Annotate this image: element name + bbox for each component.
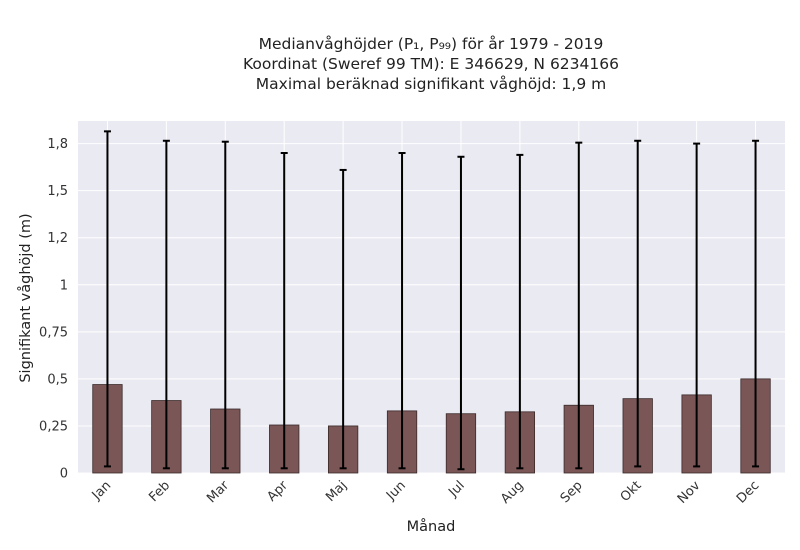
x-tick-label: Nov: [675, 478, 704, 507]
y-tick-label: 1,2: [47, 231, 68, 246]
y-tick-label: 1,8: [47, 137, 68, 152]
chart-title: Medianvåghöjder (P₁, P₉₉) för år 1979 - …: [0, 34, 800, 94]
y-tick-labels: 0 0,25 0,5 0,75 1 1,2 1,5 1,8: [39, 137, 68, 481]
y-tick-label: 0,75: [39, 325, 68, 340]
x-tick-label: Maj: [323, 478, 350, 505]
x-tick-label: Aug: [498, 478, 527, 507]
y-tick-label: 1: [60, 278, 68, 293]
x-tick-label: Dec: [734, 478, 762, 506]
x-tick-label: Jun: [383, 478, 409, 504]
x-axis-label: Månad: [407, 518, 456, 535]
chart-title-line-2: Koordinat (Sweref 99 TM): E 346629, N 62…: [243, 55, 619, 73]
x-tick-label: Okt: [618, 478, 645, 505]
y-tick-label: 1,5: [47, 184, 68, 199]
error-bar-feb: [162, 139, 170, 470]
y-tick-label: 0: [60, 467, 68, 482]
error-bar-dec: [752, 139, 760, 468]
x-tick-label: Jul: [445, 478, 467, 500]
error-bar-maj: [339, 168, 347, 470]
y-tick-label: 0,25: [39, 419, 68, 434]
error-bar-mar: [221, 140, 229, 470]
error-bar-jan: [103, 130, 111, 468]
error-bar-aug: [516, 153, 524, 470]
x-tick-label: Feb: [146, 478, 173, 505]
x-tick-label: Apr: [265, 478, 292, 505]
error-bar-apr: [280, 152, 288, 470]
y-axis-label: Signifikant våghöjd (m): [17, 213, 34, 382]
chart-title-line-1: Medianvåghöjder (P₁, P₉₉) för år 1979 - …: [258, 35, 604, 53]
x-tick-labels: Jan Feb Mar Apr Maj Jun Jul Aug Sep Okt Nov Dec: [89, 478, 763, 507]
y-tick-label: 0,5: [47, 372, 68, 387]
chart-title-line-3: Maximal beräknad signifikant våghöjd: 1,…: [255, 75, 607, 93]
plot-area: [78, 121, 785, 473]
error-bar-jun: [398, 152, 406, 470]
x-tick-label: Jan: [89, 478, 114, 503]
x-tick-label: Mar: [204, 478, 232, 506]
x-tick-label: Sep: [558, 478, 586, 506]
error-bar-nov: [693, 142, 701, 468]
error-bar-sep: [575, 141, 583, 470]
error-bar-okt: [634, 139, 642, 468]
error-bars: [103, 130, 760, 471]
error-bar-jul: [457, 155, 465, 471]
